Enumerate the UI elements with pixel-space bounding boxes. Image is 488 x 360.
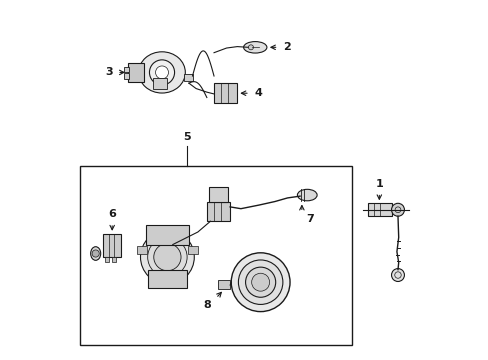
Bar <box>188 246 198 253</box>
Bar <box>123 73 128 79</box>
Ellipse shape <box>243 41 266 53</box>
Bar <box>123 67 128 72</box>
Circle shape <box>248 45 253 50</box>
Ellipse shape <box>139 52 185 93</box>
Bar <box>206 202 230 221</box>
Circle shape <box>140 230 194 284</box>
Bar <box>214 83 237 103</box>
Bar <box>153 78 167 89</box>
Circle shape <box>238 260 282 305</box>
Bar <box>217 280 230 289</box>
Circle shape <box>155 66 168 79</box>
Text: 1: 1 <box>375 179 383 189</box>
Ellipse shape <box>90 247 101 260</box>
Bar <box>128 63 144 82</box>
Circle shape <box>391 269 404 282</box>
Circle shape <box>251 273 269 291</box>
Circle shape <box>149 60 174 85</box>
Circle shape <box>147 237 187 277</box>
Text: 4: 4 <box>254 88 262 98</box>
Bar <box>208 187 228 202</box>
Bar <box>147 270 187 288</box>
Bar <box>104 257 109 262</box>
Bar <box>183 74 192 81</box>
Bar <box>80 166 351 345</box>
Bar <box>102 234 121 257</box>
Circle shape <box>245 267 275 297</box>
Circle shape <box>391 203 404 216</box>
Bar <box>112 257 116 262</box>
Text: 7: 7 <box>305 214 313 224</box>
Bar <box>145 225 188 244</box>
Text: 6: 6 <box>108 210 116 220</box>
Bar <box>367 203 391 216</box>
Text: 5: 5 <box>183 132 190 142</box>
Text: 3: 3 <box>105 67 112 77</box>
Circle shape <box>231 253 289 312</box>
Bar <box>137 246 147 253</box>
Circle shape <box>153 243 181 271</box>
Text: 2: 2 <box>283 42 290 52</box>
Text: 8: 8 <box>203 300 211 310</box>
Ellipse shape <box>297 189 317 201</box>
Circle shape <box>92 250 99 257</box>
